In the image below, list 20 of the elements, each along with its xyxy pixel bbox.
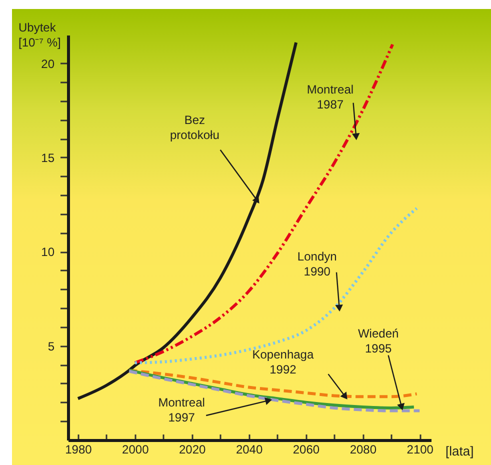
annotation: Bez protokołu (170, 112, 220, 142)
x-tick-label: 2020 (178, 442, 206, 456)
y-tick-label: 5 (48, 339, 55, 354)
y-axis-title: Ubytek [10⁻⁷ %] (18, 20, 61, 50)
x-axis-title: [lata] (446, 444, 474, 458)
x-tick-label: 2080 (350, 442, 377, 456)
line-series (133, 206, 418, 364)
annotation: Montreal 1987 (306, 82, 354, 112)
x-tick-label: 2040 (236, 442, 263, 456)
y-tick-label: 15 (41, 150, 55, 165)
y-tick-label: 20 (41, 56, 55, 71)
x-tick-label: 2060 (292, 442, 320, 456)
x-tick-label: 1980 (65, 442, 92, 456)
x-tick-label: 2100 (406, 442, 434, 456)
annotation: Kopenhaga 1992 (252, 347, 314, 376)
annotation: Londyn 1990 (297, 249, 337, 278)
annotation: Montreal 1997 (158, 395, 205, 424)
x-tick-label: 2000 (122, 442, 150, 456)
y-tick-label: 10 (41, 245, 55, 260)
annotation: Wiedeń 1995 (358, 326, 399, 356)
